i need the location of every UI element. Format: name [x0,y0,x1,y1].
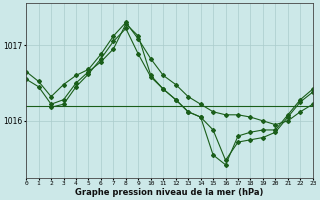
X-axis label: Graphe pression niveau de la mer (hPa): Graphe pression niveau de la mer (hPa) [75,188,264,197]
